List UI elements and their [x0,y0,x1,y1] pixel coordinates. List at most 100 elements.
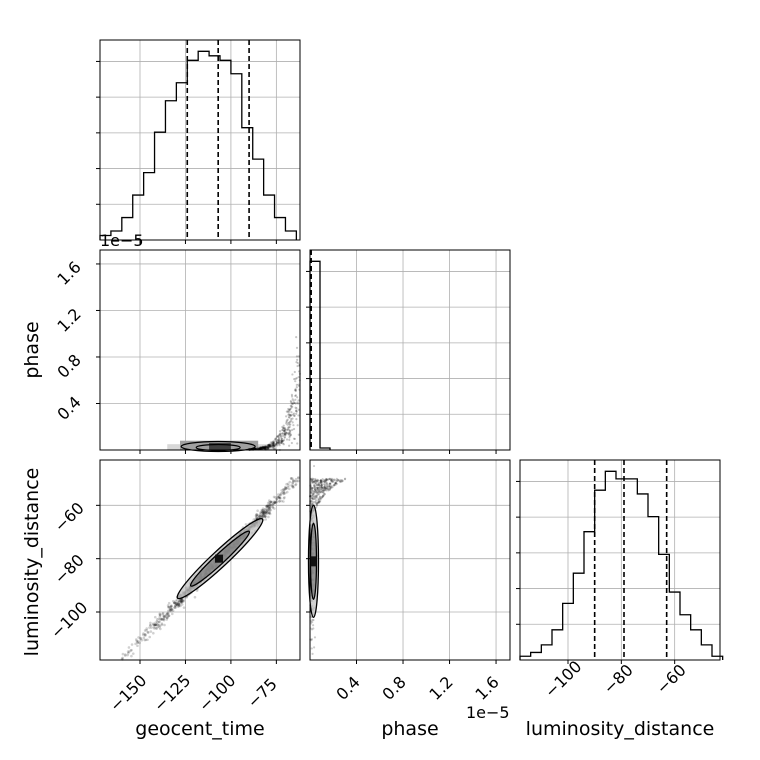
phase-vs-geocent-point [278,442,281,445]
lumdist-vs-phase-point [330,480,333,483]
lumdist-vs-geocent-point [140,638,144,642]
lumdist-vs-geocent-point [167,609,170,613]
phase-vs-geocent-point [271,441,274,445]
lumdist-vs-phase-point [319,481,322,484]
lumdist-vs-phase-point [316,478,319,482]
lumdist-vs-geocent-point [271,503,274,506]
lumdist-vs-phase-point [326,483,329,486]
lumdist-vs-geocent-point [262,510,265,513]
lumdist-vs-phase-point [312,492,315,495]
phase-vs-geocent-point [288,434,291,438]
phase-vs-geocent-point [271,440,274,444]
lumdist-vs-geocent-point [157,620,161,624]
lumdist-vs-geocent-point [123,653,127,656]
phase-vs-geocent-point [293,401,296,404]
lumdist-vs-phase-point [313,490,317,494]
phase-vs-geocent-point [293,378,296,381]
lumdist-vs-phase-point [316,484,319,487]
phase-vs-geocent-point [287,407,290,411]
phase-vs-geocent-point [290,417,293,421]
lumdist-vs-phase-point [319,497,322,500]
lumdist-vs-phase-point [330,486,333,489]
lumdist-vs-phase-point [316,486,319,489]
phase-vs-geocent-point [263,447,267,450]
phase-vs-geocent-point [289,400,292,403]
lumdist-vs-geocent-point [170,607,174,611]
phase-vs-geocent-point [278,434,281,437]
phase-vs-geocent-point [280,440,284,444]
phase-vs-geocent-point [281,442,284,445]
lumdist-vs-geocent-point [274,501,277,505]
phase-y-offset-label: 1e−5 [100,231,144,250]
phase-vs-geocent-point [276,439,280,442]
phase-x-tick-label-3: 1.6 [471,672,502,703]
lumdist-vs-phase-point [329,486,332,490]
phase-vs-geocent-point [283,432,286,435]
lumdist-vs-phase-point [323,487,326,490]
phase-vs-geocent-point [275,442,278,445]
lumdist-vs-geocent-point [294,477,298,481]
y-axis-label-luminosity-distance: luminosity_distance [21,468,43,657]
phase-vs-geocent-point [282,426,285,430]
phase-vs-geocent-point [281,432,284,435]
lumdist-vs-phase-point [316,493,319,496]
phase-vs-geocent-point [263,446,266,449]
phase-vs-geocent-point [272,441,276,444]
lumdist-vs-phase-point [334,483,337,486]
lumdist-vs-geocent-point [149,621,152,625]
lumdist-vs-phase-point [320,480,323,483]
lumdist-vs-phase-point [330,477,333,480]
lumdist-vs-geocent-point [268,511,271,515]
phase-vs-geocent-point [295,410,298,413]
phase-vs-geocent-point [262,446,265,450]
lumdist-vs-geocent-point [260,510,264,514]
lumdist-vs-geocent-point [260,513,264,517]
phase-vs-geocent-point [262,446,265,449]
lumdist-vs-geocent-point [261,511,265,515]
phase-vs-geocent-point [275,435,279,439]
lumdist-vs-geocent-point [136,639,140,643]
lumdist-vs-phase-point [335,480,338,483]
phase-vs-geocent-point [287,426,290,429]
phase-vs-geocent-point [286,428,289,432]
lumdist-vs-geocent-point [261,507,265,510]
lumdist-vs-phase-point [310,477,313,480]
lumdist-vs-phase-point [328,482,332,485]
lumdist-vs-phase-point [314,479,317,482]
phase-vs-geocent-point [294,388,297,392]
lumdist-vs-geocent-point [127,646,131,649]
lumdist-vs-geocent-point [269,504,273,507]
lumdist-vs-phase-point [322,487,326,490]
lumdist-vs-phase-point [310,500,314,503]
phase-vs-geocent-point [267,446,270,450]
lumdist-vs-phase-point [327,487,330,490]
lumdist-vs-geocent-point [290,477,293,480]
lumdist-vs-phase-point [318,486,321,489]
lumdist-vs-geocent-point [275,500,279,504]
phase-vs-geocent-point [283,429,287,432]
phase-vs-geocent-point [267,444,270,447]
lumdist-vs-phase-point [323,486,326,489]
lumdist-vs-geocent-point [158,612,162,616]
lumdist-vs-geocent-point [279,493,282,496]
lumdist-vs-geocent-point [277,496,281,499]
phase-vs-geocent-point [253,447,257,451]
lumdist-vs-geocent-point [134,642,137,646]
lumdist-vs-phase-point [330,479,333,482]
phase-vs-geocent-point [264,447,267,450]
lumdist-vs-phase-point [334,479,337,482]
phase-vs-geocent-point [294,388,297,391]
lumdist-vs-geocent-point [148,623,152,627]
lumdist-vs-geocent-point [267,508,271,512]
lumdist-vs-geocent-point [179,600,183,604]
lumdist-vs-geocent-point [285,482,288,486]
phase-vs-geocent-point [276,441,280,444]
lumdist-vs-phase-point [325,478,328,481]
lumdist-vs-geocent-point [130,654,133,658]
lumdist-vs-phase-point [326,487,329,490]
lumdist-vs-geocent-point [258,515,262,518]
phase-vs-geocent-point [296,442,299,445]
phase-vs-geocent-point [283,436,286,439]
phase-vs-geocent-point [288,425,291,428]
lumdist-vs-geocent-point [261,515,265,519]
